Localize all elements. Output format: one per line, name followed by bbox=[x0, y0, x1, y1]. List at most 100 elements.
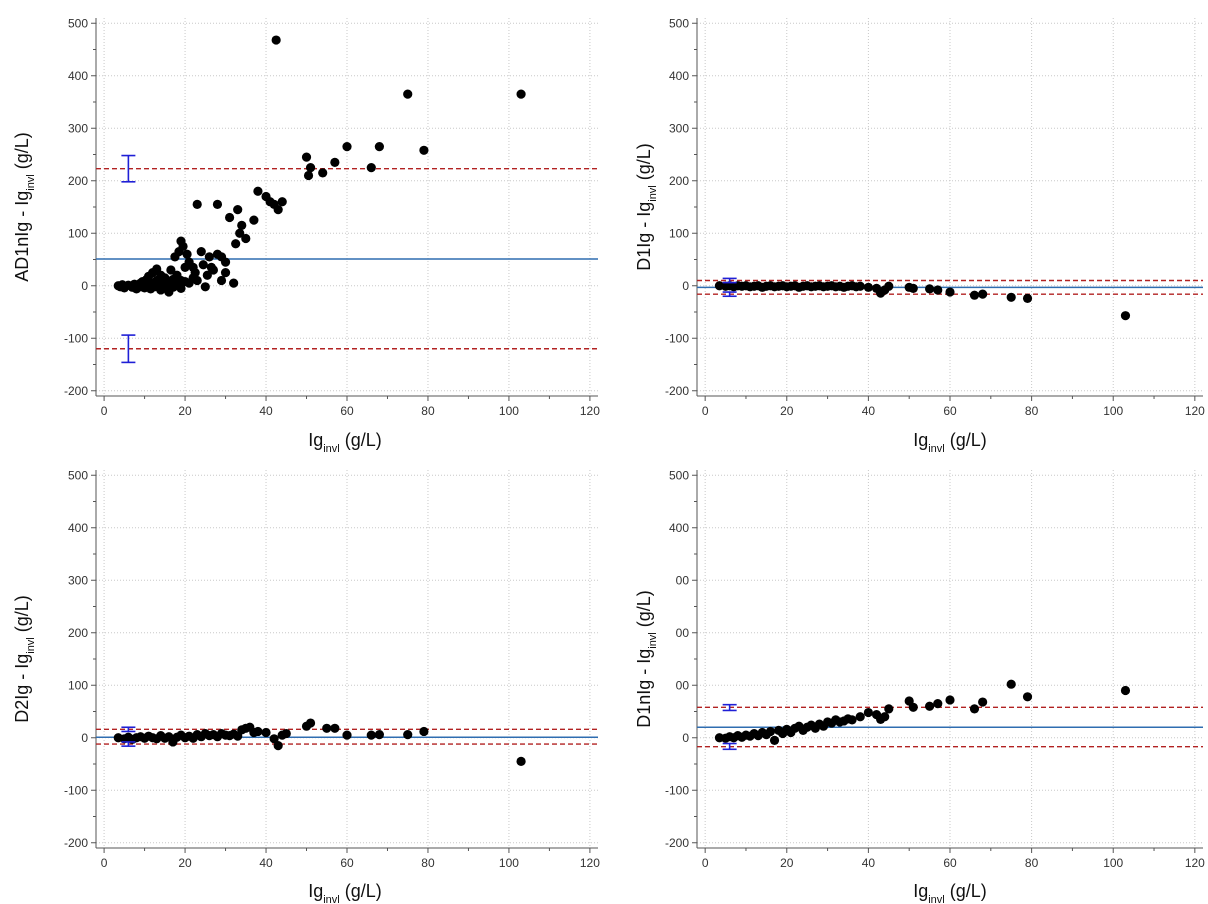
data-point bbox=[863, 282, 873, 292]
data-point bbox=[253, 186, 263, 196]
plot-content bbox=[697, 277, 1203, 321]
data-point bbox=[342, 730, 352, 740]
plot-content bbox=[697, 679, 1203, 751]
x-tick-label: 100 bbox=[1103, 404, 1123, 418]
data-point bbox=[241, 233, 251, 244]
data-point bbox=[516, 89, 526, 99]
data-point bbox=[200, 282, 210, 292]
upper-loa-ci-bar bbox=[722, 277, 737, 284]
chart-panel-2: 0 20 40 60 80 100 120 500 400 300 200 100 0 -100 -200 I… bbox=[634, 16, 1205, 455]
x-tick-label: 80 bbox=[1025, 404, 1039, 418]
data-point bbox=[235, 228, 245, 238]
data-point bbox=[212, 199, 223, 209]
data-point bbox=[192, 275, 202, 286]
x-tick-label: 20 bbox=[178, 404, 192, 418]
data-point bbox=[847, 715, 857, 725]
upper-loa-ci-bar bbox=[121, 154, 136, 183]
y-tick-label: -200 bbox=[64, 836, 88, 850]
data-point bbox=[924, 284, 935, 294]
y-tick-label: 100 bbox=[669, 226, 689, 240]
data-point bbox=[1006, 292, 1016, 302]
data-point bbox=[231, 239, 241, 249]
data-point bbox=[945, 287, 955, 297]
lower-loa-ci-bar bbox=[121, 741, 136, 747]
y-tick-label: 400 bbox=[669, 521, 689, 535]
x-tick-label: 40 bbox=[862, 404, 876, 418]
y-axis-title: D1Ig - Iginvl (g/L) bbox=[634, 143, 659, 271]
y-tick-label: 500 bbox=[68, 468, 88, 482]
y-tick-label: 300 bbox=[68, 121, 88, 135]
y-axis-title: D2Ig - Iginvl (g/L) bbox=[12, 595, 37, 723]
data-point bbox=[978, 697, 988, 707]
data-point bbox=[933, 285, 943, 295]
x-tick-label: 60 bbox=[340, 856, 354, 870]
x-tick-label: 120 bbox=[1185, 856, 1205, 870]
y-tick-label: 400 bbox=[68, 521, 88, 535]
data-point bbox=[253, 726, 263, 737]
data-point bbox=[419, 145, 429, 155]
x-tick-label: 40 bbox=[862, 856, 876, 870]
data-point bbox=[419, 726, 429, 737]
data-point bbox=[1022, 293, 1033, 303]
x-tick-label: 0 bbox=[101, 856, 108, 870]
data-point bbox=[208, 265, 219, 275]
x-tick-label: 40 bbox=[259, 856, 273, 870]
y-tick-label: 500 bbox=[68, 16, 88, 30]
upper-loa-ci-bar bbox=[722, 703, 737, 712]
x-tick-label: 40 bbox=[259, 404, 273, 418]
y-tick-label: 500 bbox=[669, 16, 689, 30]
data-point bbox=[855, 712, 865, 722]
y-axis-title: AD1nIg - Iginvl (g/L) bbox=[12, 132, 37, 282]
data-point bbox=[190, 268, 200, 278]
data-point bbox=[1120, 685, 1131, 696]
data-point bbox=[330, 723, 340, 733]
data-point bbox=[224, 212, 235, 223]
x-tick-label: 80 bbox=[421, 404, 435, 418]
data-point bbox=[204, 252, 214, 262]
chart-panel-4: 0 20 40 60 80 100 1205004000000000-100-200Igin… bbox=[634, 468, 1205, 904]
data-point bbox=[374, 142, 384, 152]
data-point bbox=[769, 735, 780, 745]
data-point bbox=[220, 257, 231, 267]
y-tick-label: -100 bbox=[665, 783, 689, 797]
data-point bbox=[945, 695, 955, 705]
x-axis-title: Iginvl (g/L) bbox=[913, 430, 987, 455]
data-point bbox=[216, 275, 227, 286]
y-tick-label: 100 bbox=[68, 678, 88, 692]
lower-loa-ci-bar bbox=[121, 334, 136, 364]
x-tick-label: 100 bbox=[499, 404, 519, 418]
lower-loa-ci-bar bbox=[722, 742, 737, 751]
data-point bbox=[863, 707, 873, 718]
data-point bbox=[273, 741, 283, 751]
data-point bbox=[969, 704, 980, 714]
data-point bbox=[261, 727, 271, 738]
data-point bbox=[969, 290, 980, 300]
y-tick-label: 00 bbox=[676, 678, 690, 692]
data-point bbox=[303, 170, 314, 181]
data-point bbox=[908, 283, 918, 293]
data-point bbox=[366, 163, 376, 173]
y-tick-label: -100 bbox=[64, 783, 88, 797]
data-point bbox=[196, 247, 206, 257]
y-tick-label: 0 bbox=[81, 731, 88, 745]
data-point bbox=[1120, 311, 1131, 321]
x-tick-label: 0 bbox=[101, 404, 108, 418]
plot-content bbox=[96, 35, 598, 364]
data-point bbox=[277, 197, 287, 207]
data-point bbox=[176, 283, 186, 293]
x-tick-label: 120 bbox=[580, 404, 600, 418]
data-point bbox=[1006, 679, 1016, 689]
y-tick-label: 0 bbox=[81, 279, 88, 293]
data-point bbox=[1022, 692, 1033, 702]
data-point bbox=[305, 163, 316, 173]
data-point bbox=[192, 199, 202, 209]
x-tick-label: 20 bbox=[178, 856, 192, 870]
y-tick-label: -100 bbox=[64, 331, 88, 345]
data-point bbox=[884, 281, 894, 291]
data-point bbox=[933, 699, 943, 709]
y-tick-label: 00 bbox=[676, 626, 690, 640]
data-point bbox=[271, 35, 281, 45]
data-point bbox=[178, 241, 188, 251]
y-tick-label: -200 bbox=[665, 836, 689, 850]
